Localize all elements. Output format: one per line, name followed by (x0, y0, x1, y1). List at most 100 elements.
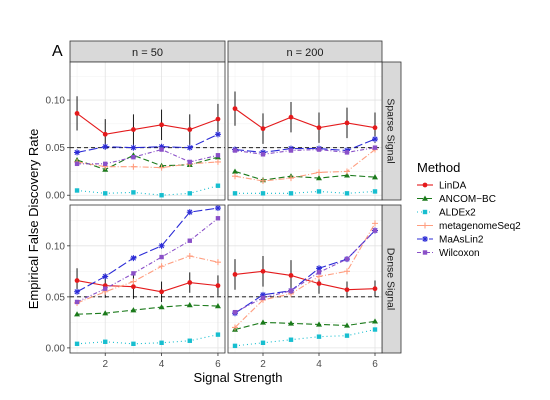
data-point (288, 273, 294, 278)
data-point (186, 302, 193, 308)
legend-key-marker (422, 222, 428, 229)
data-point (130, 278, 137, 285)
series-line (76, 207, 219, 293)
data-point (344, 256, 350, 262)
data-point (316, 147, 322, 152)
y-axis-title: Empirical False Discovery Rate (26, 129, 41, 310)
legend-key-marker (422, 182, 428, 188)
data-point (103, 191, 108, 196)
facet-strip-column-label: n = 50 (132, 47, 163, 59)
data-point (130, 255, 137, 262)
data-point (103, 339, 108, 344)
data-point (344, 287, 350, 293)
data-point (344, 168, 350, 175)
data-point (260, 268, 266, 274)
data-point (74, 149, 81, 156)
data-point (74, 341, 80, 347)
data-point (131, 127, 136, 132)
data-point (316, 281, 322, 286)
data-point (158, 304, 165, 310)
data-point (74, 311, 81, 317)
panel-border (69, 204, 226, 354)
data-point (214, 259, 221, 266)
x-tick-label: 6 (372, 359, 378, 370)
x-tick-label: 6 (215, 359, 221, 370)
data-point (232, 324, 238, 331)
data-point (215, 116, 221, 122)
data-point (131, 271, 136, 276)
data-point (187, 191, 192, 196)
panel-border (227, 61, 383, 201)
data-point (186, 209, 193, 216)
legend: Method LinDA ANCOM−BC ALDEx2 metagenomeSeq2 M… (417, 160, 521, 259)
data-point (260, 295, 266, 301)
x-tick-label: 2 (260, 359, 266, 370)
data-point (131, 154, 136, 160)
data-point (158, 143, 165, 150)
series-linda (74, 96, 221, 150)
data-point (74, 161, 80, 167)
data-point (288, 191, 294, 196)
data-point (372, 220, 378, 227)
series-linda (232, 91, 378, 144)
data-point (186, 144, 193, 151)
data-point (372, 327, 378, 332)
data-point (131, 190, 136, 195)
facet-strip-column-label: n = 200 (286, 47, 323, 59)
data-point (186, 253, 193, 260)
data-point (159, 147, 164, 152)
data-point (232, 168, 238, 174)
data-point (102, 310, 109, 316)
data-point (215, 183, 221, 188)
data-point (74, 188, 80, 193)
data-point (74, 288, 81, 295)
legend-key-marker (422, 250, 428, 255)
series-aldex2 (74, 332, 221, 347)
y-tick-label: 0.05 (46, 143, 66, 154)
data-point (372, 125, 378, 131)
data-point (316, 175, 322, 181)
series-wilcoxon (232, 228, 378, 315)
data-point (103, 286, 108, 291)
series-metagenomeseq2 (232, 146, 378, 184)
data-point (232, 309, 238, 315)
data-point (103, 161, 108, 167)
y-tick-label: 0.00 (46, 191, 66, 202)
data-point (159, 340, 164, 345)
data-point (158, 164, 165, 171)
facet-panel: 2 4 6 (227, 204, 383, 370)
data-point (372, 174, 378, 180)
series-ancom-bc (74, 302, 221, 317)
y-tick-label: 0.10 (46, 241, 66, 252)
series-line (77, 304, 218, 315)
series-line (76, 161, 218, 169)
data-point (316, 169, 322, 176)
facet-strip-row-label: Sparse Signal (385, 98, 397, 163)
data-point (372, 145, 378, 150)
y-tick-label: 0.05 (46, 292, 66, 303)
series-line (234, 147, 376, 155)
data-point (260, 191, 266, 196)
data-point (214, 158, 221, 165)
data-point (74, 110, 80, 116)
facet-panel (227, 61, 383, 201)
series-line (76, 255, 219, 304)
data-point (344, 150, 350, 155)
data-point (130, 144, 137, 151)
y-tick-label: 0.00 (46, 343, 66, 354)
data-point (260, 152, 266, 157)
data-point (214, 303, 221, 309)
series-wilcoxon (74, 147, 221, 167)
facet-strip-row-label: Dense Signal (385, 248, 397, 310)
data-point (344, 172, 350, 178)
data-point (316, 189, 322, 194)
data-point (131, 341, 136, 347)
data-point (74, 299, 80, 305)
data-point (102, 131, 108, 137)
data-point (215, 153, 221, 158)
data-point (187, 238, 192, 243)
data-point (214, 131, 221, 138)
data-point (187, 338, 192, 343)
data-point (232, 106, 238, 112)
data-point (344, 322, 350, 328)
